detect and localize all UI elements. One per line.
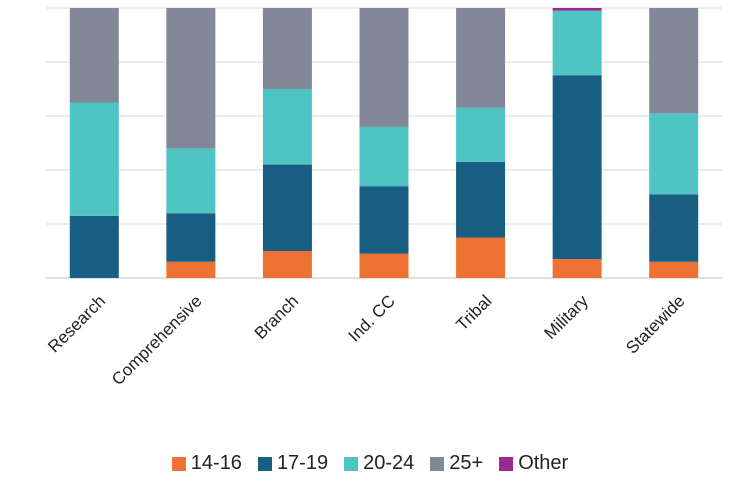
bar-segment [166, 8, 216, 149]
bars [69, 8, 699, 278]
bar-segment [649, 194, 699, 262]
bar-segment [262, 89, 312, 165]
x-tick-label: Ind. CC [345, 291, 399, 345]
legend-item: 25+ [430, 452, 483, 475]
bar-segment [166, 148, 216, 214]
bar-segment [456, 107, 506, 162]
bar-segment [262, 251, 312, 278]
legend-item: 17-19 [257, 452, 329, 475]
legend-swatch [257, 456, 272, 471]
x-tick-label: Military [540, 291, 592, 343]
bar-segment [456, 237, 506, 278]
legend-label: Other [518, 452, 569, 474]
legend-item: 14-16 [171, 452, 242, 475]
bar-segment [456, 8, 506, 108]
bar-segment [649, 113, 699, 195]
legend-item: 20-24 [344, 452, 414, 475]
legend-swatch [499, 456, 514, 471]
bar-segment [552, 8, 602, 11]
bar-segment [552, 259, 602, 278]
legend-label: 14-16 [190, 452, 242, 474]
legend-swatch [171, 456, 186, 471]
legend-label: 17-19 [276, 452, 329, 474]
bar-segment [69, 215, 119, 278]
bar-segment [69, 8, 119, 103]
x-tick-label: Tribal [452, 291, 495, 334]
legend: 14-16 17-19 20-24 25+ Other [0, 452, 740, 475]
x-tick-label: Research [44, 291, 109, 356]
legend-swatch [430, 456, 445, 471]
bar-segment [552, 75, 602, 260]
legend-item: Other [499, 452, 568, 475]
x-tick-label: Branch [251, 291, 303, 343]
bar-segment [649, 261, 699, 278]
legend-label: 25+ [449, 452, 484, 474]
bar-segment [359, 126, 409, 187]
bar-segment [359, 8, 409, 127]
bar-segment [69, 102, 119, 216]
bar-segment [166, 213, 216, 262]
x-tick-label: Statewide [622, 291, 688, 357]
bar-segment [359, 186, 409, 254]
bar-segment [552, 10, 602, 76]
bar-segment [262, 164, 312, 251]
bar-segment [359, 253, 409, 278]
bar-segment [262, 8, 312, 89]
legend-swatch [344, 456, 359, 471]
x-tick-label: Comprehensive [108, 291, 206, 389]
bar-segment [649, 8, 699, 114]
bar-segment [456, 161, 506, 238]
bar-segment [166, 261, 216, 278]
legend-label: 20-24 [363, 452, 415, 474]
